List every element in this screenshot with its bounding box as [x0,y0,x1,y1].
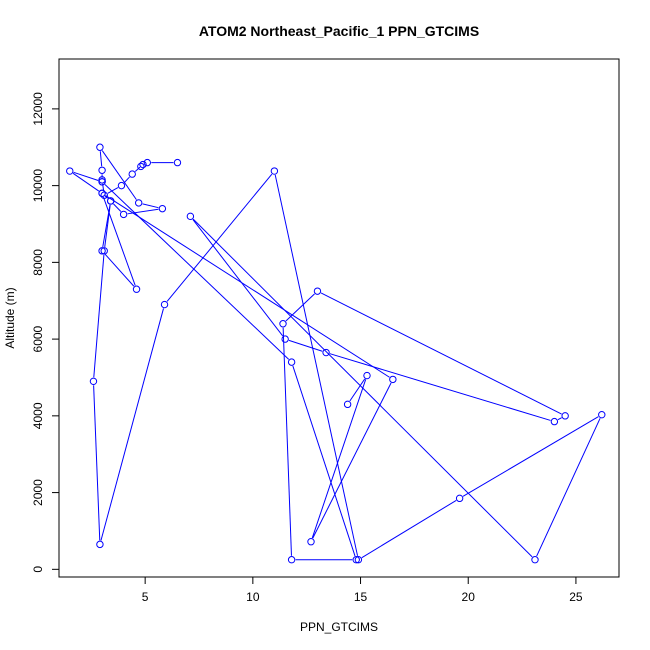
series-segment [462,416,599,497]
data-point [281,335,289,343]
data-point [363,371,371,380]
data-point [96,540,104,549]
data-point [287,358,296,366]
series-segment [105,195,390,378]
data-point [455,494,464,503]
data-point [322,348,330,357]
series-segment [274,174,359,556]
x-tick-label: 15 [354,590,368,604]
data-point [139,160,147,169]
series-segment [104,253,135,287]
x-tick-label: 20 [462,590,476,604]
series-segment [101,150,137,200]
series-segment [104,184,290,360]
series-segment [99,151,103,167]
x-tick-label: 25 [569,590,583,604]
series-segment [100,308,164,541]
data-point [134,199,143,207]
data-point [132,285,141,293]
y-tick-label: 4000 [31,402,45,429]
y-axis-label: Altitude (m) [3,287,17,348]
data-point [307,537,315,546]
y-axis: 0 2000 4000 6000 8000 10000 12000 [31,92,60,573]
data-point [100,247,108,255]
data-point [279,320,287,328]
series-points [66,143,606,564]
series-segment [72,172,100,192]
data-point [98,166,106,174]
series-segment [329,353,551,421]
series-segment [192,219,284,337]
data-point [561,412,569,420]
data-point [531,556,539,564]
data-point [98,176,106,184]
y-tick-label: 2000 [31,479,45,506]
series-segment [104,204,111,247]
data-point [287,556,296,564]
y-tick-label: 8000 [31,249,45,276]
data-point [550,417,559,426]
chart-title: ATOM2 Northeast_Pacific_1 PPN_GTCIMS [199,23,479,39]
series-segment [73,171,99,181]
data-point [98,178,106,186]
data-point [100,191,108,199]
data-point [96,143,104,151]
data-point [119,210,128,219]
y-tick-label: 12000 [31,92,45,126]
series-segment [320,292,562,415]
series-segment [288,339,323,352]
y-tick-label: 6000 [31,325,45,352]
series-segment [113,203,122,212]
data-point [598,410,606,419]
series-segment [536,418,601,557]
data-point [173,158,182,167]
data-point [270,167,279,175]
y-tick-label: 10000 [31,169,45,203]
series-segment [142,203,159,209]
x-tick-label: 5 [142,590,149,604]
data-point [389,375,397,384]
series-segment [349,378,366,402]
data-point [352,556,360,564]
x-tick-label: 10 [246,590,260,604]
series-segment [134,166,141,172]
data-point [160,300,169,309]
data-point [98,247,106,255]
series-segment [285,293,315,322]
data-point [143,158,152,167]
series-segment [292,365,356,557]
series-segment [107,187,119,194]
series-segment [311,379,367,539]
series-segment [166,173,273,302]
plot-frame [58,58,620,578]
series-segment [361,499,457,559]
data-point [128,170,136,178]
series-segment [123,176,130,184]
data-point [313,287,322,295]
series-segment [282,327,292,556]
y-tick-label: 0 [31,566,45,573]
data-point [354,556,363,564]
data-point [106,197,115,205]
data-point [98,189,106,197]
data-point [117,181,126,190]
x-axis-label: PPN_GTCIMS [300,620,378,634]
data-point [89,377,98,386]
series-segment [557,417,562,421]
series-segment [93,254,105,378]
series-lines [72,150,601,561]
data-point [186,212,195,221]
data-point [66,167,74,175]
series-segment [312,382,392,539]
data-point [343,400,352,409]
data-point [158,204,167,213]
x-axis: 5 10 15 20 25 [142,576,583,604]
series-segment [93,385,101,541]
data-point [137,162,145,171]
